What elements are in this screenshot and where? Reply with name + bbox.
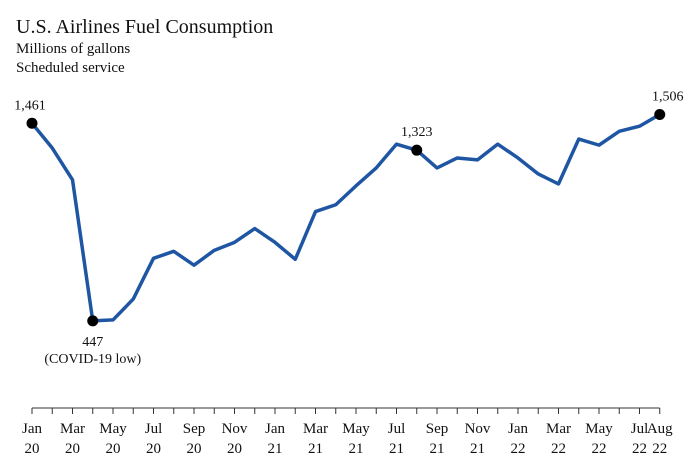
x-tick-label: Jan 21: [265, 421, 285, 457]
x-tick-label: Sep 20: [183, 421, 206, 457]
data-label: 1,461: [14, 98, 46, 113]
chart-title: U.S. Airlines Fuel Consumption: [16, 16, 273, 38]
point-marker: [87, 315, 99, 327]
x-tick-label: Jan 20: [22, 421, 42, 457]
x-tick-label: Aug 22: [647, 421, 673, 457]
x-tick-label: Nov 20: [222, 421, 248, 457]
x-tick-label: Jul 22: [631, 421, 649, 457]
point-marker: [411, 144, 423, 156]
line: [30, 113, 661, 323]
annotation: (COVID-19 low): [44, 352, 141, 367]
data-label: 1,506: [652, 90, 684, 105]
point-marker: [654, 109, 666, 121]
x-tick-label: Nov 21: [465, 421, 491, 457]
x-tick-label: Jul 20: [145, 421, 163, 457]
x-tick-label: Mar 21: [303, 421, 328, 457]
x-tick-label: Mar 20: [60, 421, 85, 457]
x-tick-label: Jul 21: [388, 421, 406, 457]
data-label: 447: [82, 335, 103, 350]
chart-subtitle: Millions of gallons: [16, 41, 130, 57]
x-tick-label: May 20: [99, 421, 127, 457]
x-tick-label: May 21: [342, 421, 370, 457]
point-marker: [26, 117, 38, 129]
x-tick-label: Mar 22: [546, 421, 571, 457]
chart-subtitle: Scheduled service: [16, 60, 125, 76]
data-label: 1,323: [401, 125, 433, 140]
x-tick-label: May 22: [585, 421, 613, 457]
x-tick-label: Jan 22: [508, 421, 528, 457]
x-tick-label: Sep 21: [426, 421, 449, 457]
